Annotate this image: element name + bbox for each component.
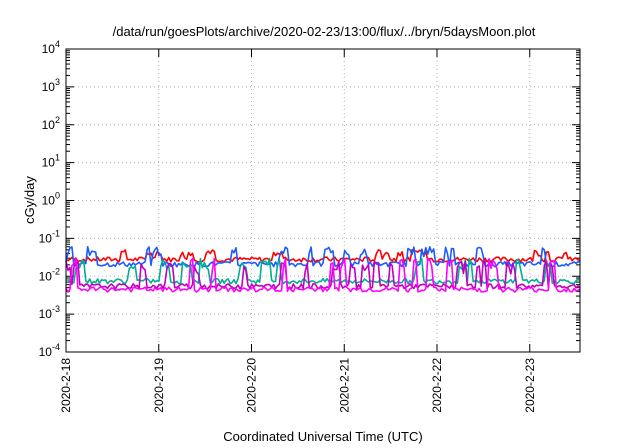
x-tick-labels: 2020-2-18 2020-2-19 2020-2-20 2020-2-21 2020… [59, 358, 537, 413]
y-tick-label: 100 [42, 191, 60, 208]
chart-title: /data/run/goesPlots/archive/2020-02-23/1… [113, 24, 536, 39]
axis-ticks [65, 48, 580, 353]
x-tick-label: 2020-2-21 [337, 358, 351, 413]
y-tick-label: 10-2 [39, 266, 60, 283]
x-tick-label: 2020-2-23 [523, 358, 537, 413]
y-tick-labels: 10-4 10-3 10-2 10-1 100 101 102 103 104 [39, 39, 60, 359]
y-tick-label: 10-4 [39, 342, 60, 359]
x-tick-label: 2020-2-20 [245, 358, 259, 413]
series-line [66, 257, 581, 285]
y-axis-label: cGy/day [22, 176, 37, 224]
grid-lines [65, 49, 580, 352]
series-line [65, 246, 581, 268]
x-tick-label: 2020-2-18 [59, 358, 73, 413]
y-tick-label: 104 [42, 39, 60, 56]
x-tick-label: 2020-2-19 [152, 358, 166, 413]
y-tick-label: 10-3 [39, 304, 60, 321]
plot-area-frame [65, 48, 581, 353]
series-line [65, 257, 581, 293]
x-axis-label: Coordinated Universal Time (UTC) [223, 429, 422, 444]
y-tick-label: 103 [42, 77, 60, 94]
data-series [65, 246, 581, 293]
y-tick-label: 10-1 [39, 228, 60, 245]
series-line [65, 260, 581, 290]
y-tick-label: 102 [42, 115, 60, 132]
y-tick-label: 101 [42, 153, 60, 170]
x-tick-label: 2020-2-22 [430, 358, 444, 413]
